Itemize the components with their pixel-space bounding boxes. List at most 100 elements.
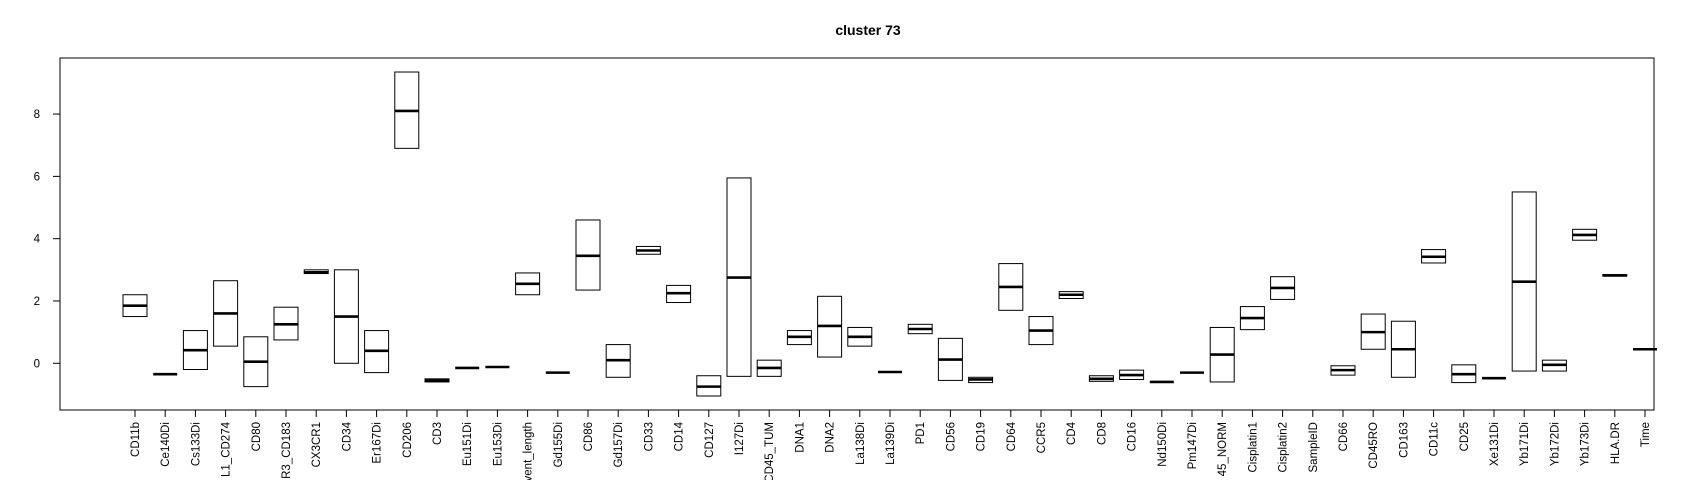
box-Yb171Di bbox=[1511, 191, 1537, 372]
box-CD80 bbox=[243, 336, 269, 388]
x-tick-label: CD16 bbox=[1127, 422, 1139, 451]
x-tick-label: L1_CD274 bbox=[221, 421, 233, 477]
box-Cisplatin2 bbox=[1270, 276, 1296, 300]
x-tick-label: CD86 bbox=[583, 422, 595, 451]
box-CD64 bbox=[998, 263, 1024, 311]
x-tick-label: Yb171Di bbox=[1519, 422, 1531, 466]
box-Cisplatin1 bbox=[1239, 306, 1265, 331]
x-tick-label: 45_NORM bbox=[1217, 422, 1229, 476]
x-tick-label: CD163 bbox=[1398, 422, 1410, 458]
x-tick-label: Cisplatin1 bbox=[1247, 422, 1259, 473]
x-tick-label: Gd155Di bbox=[553, 422, 565, 467]
box-HLA.DR bbox=[1602, 273, 1628, 277]
y-tick-label: 0 bbox=[34, 358, 40, 370]
x-tick-label: Yb172Di bbox=[1549, 422, 1561, 466]
x-tick-label: CD45RO bbox=[1368, 422, 1380, 469]
box-CD66 bbox=[1330, 365, 1356, 376]
x-tick-label: CD127 bbox=[704, 422, 716, 458]
box-CD19 bbox=[968, 376, 994, 384]
y-tick-label: 6 bbox=[34, 171, 40, 183]
y-axis: 0 2 4 6 8 bbox=[34, 109, 61, 370]
x-tick-label: R3_CD183 bbox=[281, 422, 293, 479]
box-CD34 bbox=[333, 269, 359, 364]
x-tick-label: CD19 bbox=[976, 422, 988, 451]
box-PD1 bbox=[907, 323, 933, 335]
box-CD14 bbox=[666, 284, 692, 304]
y-tick-label: 8 bbox=[34, 109, 40, 121]
box-I127Di bbox=[726, 177, 752, 377]
x-tick-label: CD34 bbox=[341, 421, 353, 451]
x-tick-label: CCR5 bbox=[1036, 422, 1048, 453]
x-tick-label: Pm147Di bbox=[1187, 422, 1199, 469]
box-DNA1 bbox=[786, 330, 812, 346]
x-tick-label: Nd150Di bbox=[1157, 422, 1169, 467]
x-tick-label: CD11c bbox=[1429, 422, 1441, 457]
box-CD8 bbox=[1088, 375, 1114, 382]
box-CD206 bbox=[394, 71, 420, 149]
x-tick-label: CD66 bbox=[1338, 422, 1350, 451]
y-tick-label: 2 bbox=[34, 296, 40, 308]
box-CD45RO bbox=[1360, 313, 1386, 350]
box-CCR5 bbox=[1028, 316, 1054, 346]
box-DNA2 bbox=[817, 295, 843, 358]
box-CD127 bbox=[696, 375, 722, 397]
x-tick-label: CD8 bbox=[1096, 422, 1108, 445]
chart-title: cluster 73 bbox=[835, 22, 901, 38]
x-tick-label: CD64 bbox=[1006, 421, 1018, 451]
box-CD11c bbox=[1421, 249, 1447, 264]
box-La138Di bbox=[847, 326, 873, 347]
box-L1_CD274 bbox=[213, 280, 239, 347]
x-tick-label: Gd157Di bbox=[613, 422, 625, 467]
box-CD56 bbox=[937, 337, 963, 381]
x-tick-label: Yb173Di bbox=[1580, 422, 1592, 466]
x-tick-label: CD206 bbox=[402, 422, 414, 458]
x-tick-label: PD1 bbox=[915, 422, 927, 444]
x-tick-label: HLA.DR bbox=[1610, 422, 1622, 464]
x-tick-label: Cs133Di bbox=[190, 422, 202, 466]
x-tick-label: CD4 bbox=[1066, 421, 1078, 445]
box-CD33 bbox=[635, 245, 661, 255]
box-Cs133Di bbox=[182, 330, 208, 371]
box-CD45_TUM bbox=[756, 359, 782, 377]
box-CD25 bbox=[1451, 364, 1477, 384]
box-CD163 bbox=[1390, 320, 1416, 378]
box-CD11b bbox=[122, 294, 148, 318]
x-tick-label: Er167Di bbox=[372, 422, 384, 464]
box-series bbox=[122, 71, 1657, 397]
x-tick-label: DNA1 bbox=[794, 422, 806, 453]
x-tick-label: CD14 bbox=[674, 421, 686, 451]
box-CD86 bbox=[575, 219, 601, 291]
x-tick-label: I127Di bbox=[734, 422, 746, 455]
box-CD4 bbox=[1058, 291, 1084, 299]
box-CD3 bbox=[424, 378, 450, 383]
box-45_NORM bbox=[1209, 326, 1235, 383]
x-tick-label: CD11b bbox=[130, 422, 142, 457]
x-tick-label: CD45_TUM bbox=[764, 422, 776, 480]
x-tick-label: Xe131Di bbox=[1489, 422, 1501, 466]
x-tick-label: CX3CR1 bbox=[311, 422, 323, 467]
x-tick-label: Cisplatin2 bbox=[1278, 422, 1290, 473]
x-tick-label: CD25 bbox=[1459, 422, 1471, 451]
x-tick-label: Eu151Di bbox=[462, 422, 474, 466]
box-R3_CD183 bbox=[273, 306, 299, 341]
box-CX3CR1 bbox=[303, 269, 329, 275]
x-tick-label: CD33 bbox=[643, 422, 655, 451]
x-tick-label: CD3 bbox=[432, 422, 444, 445]
x-tick-label: vent_length bbox=[523, 422, 535, 480]
x-tick-label: La139Di bbox=[885, 422, 897, 465]
box-CD16 bbox=[1119, 369, 1145, 380]
y-tick-label: 4 bbox=[34, 234, 41, 246]
box-vent_length bbox=[515, 272, 541, 296]
box-Gd157Di bbox=[605, 344, 631, 378]
x-tick-label: DNA2 bbox=[825, 422, 837, 453]
x-tick-label: Time bbox=[1640, 422, 1652, 447]
box-Er167Di bbox=[364, 330, 390, 374]
x-tick-label: CD56 bbox=[945, 422, 957, 451]
box-Yb173Di bbox=[1572, 228, 1598, 241]
box-Yb172Di bbox=[1541, 359, 1567, 372]
x-tick-label: Eu153Di bbox=[492, 422, 504, 466]
x-axis: CD11b Ce140Di Cs133Di L1_CD274 CD80 R3_CD183 C… bbox=[130, 409, 1652, 483]
x-tick-label: Ce140Di bbox=[160, 422, 172, 467]
